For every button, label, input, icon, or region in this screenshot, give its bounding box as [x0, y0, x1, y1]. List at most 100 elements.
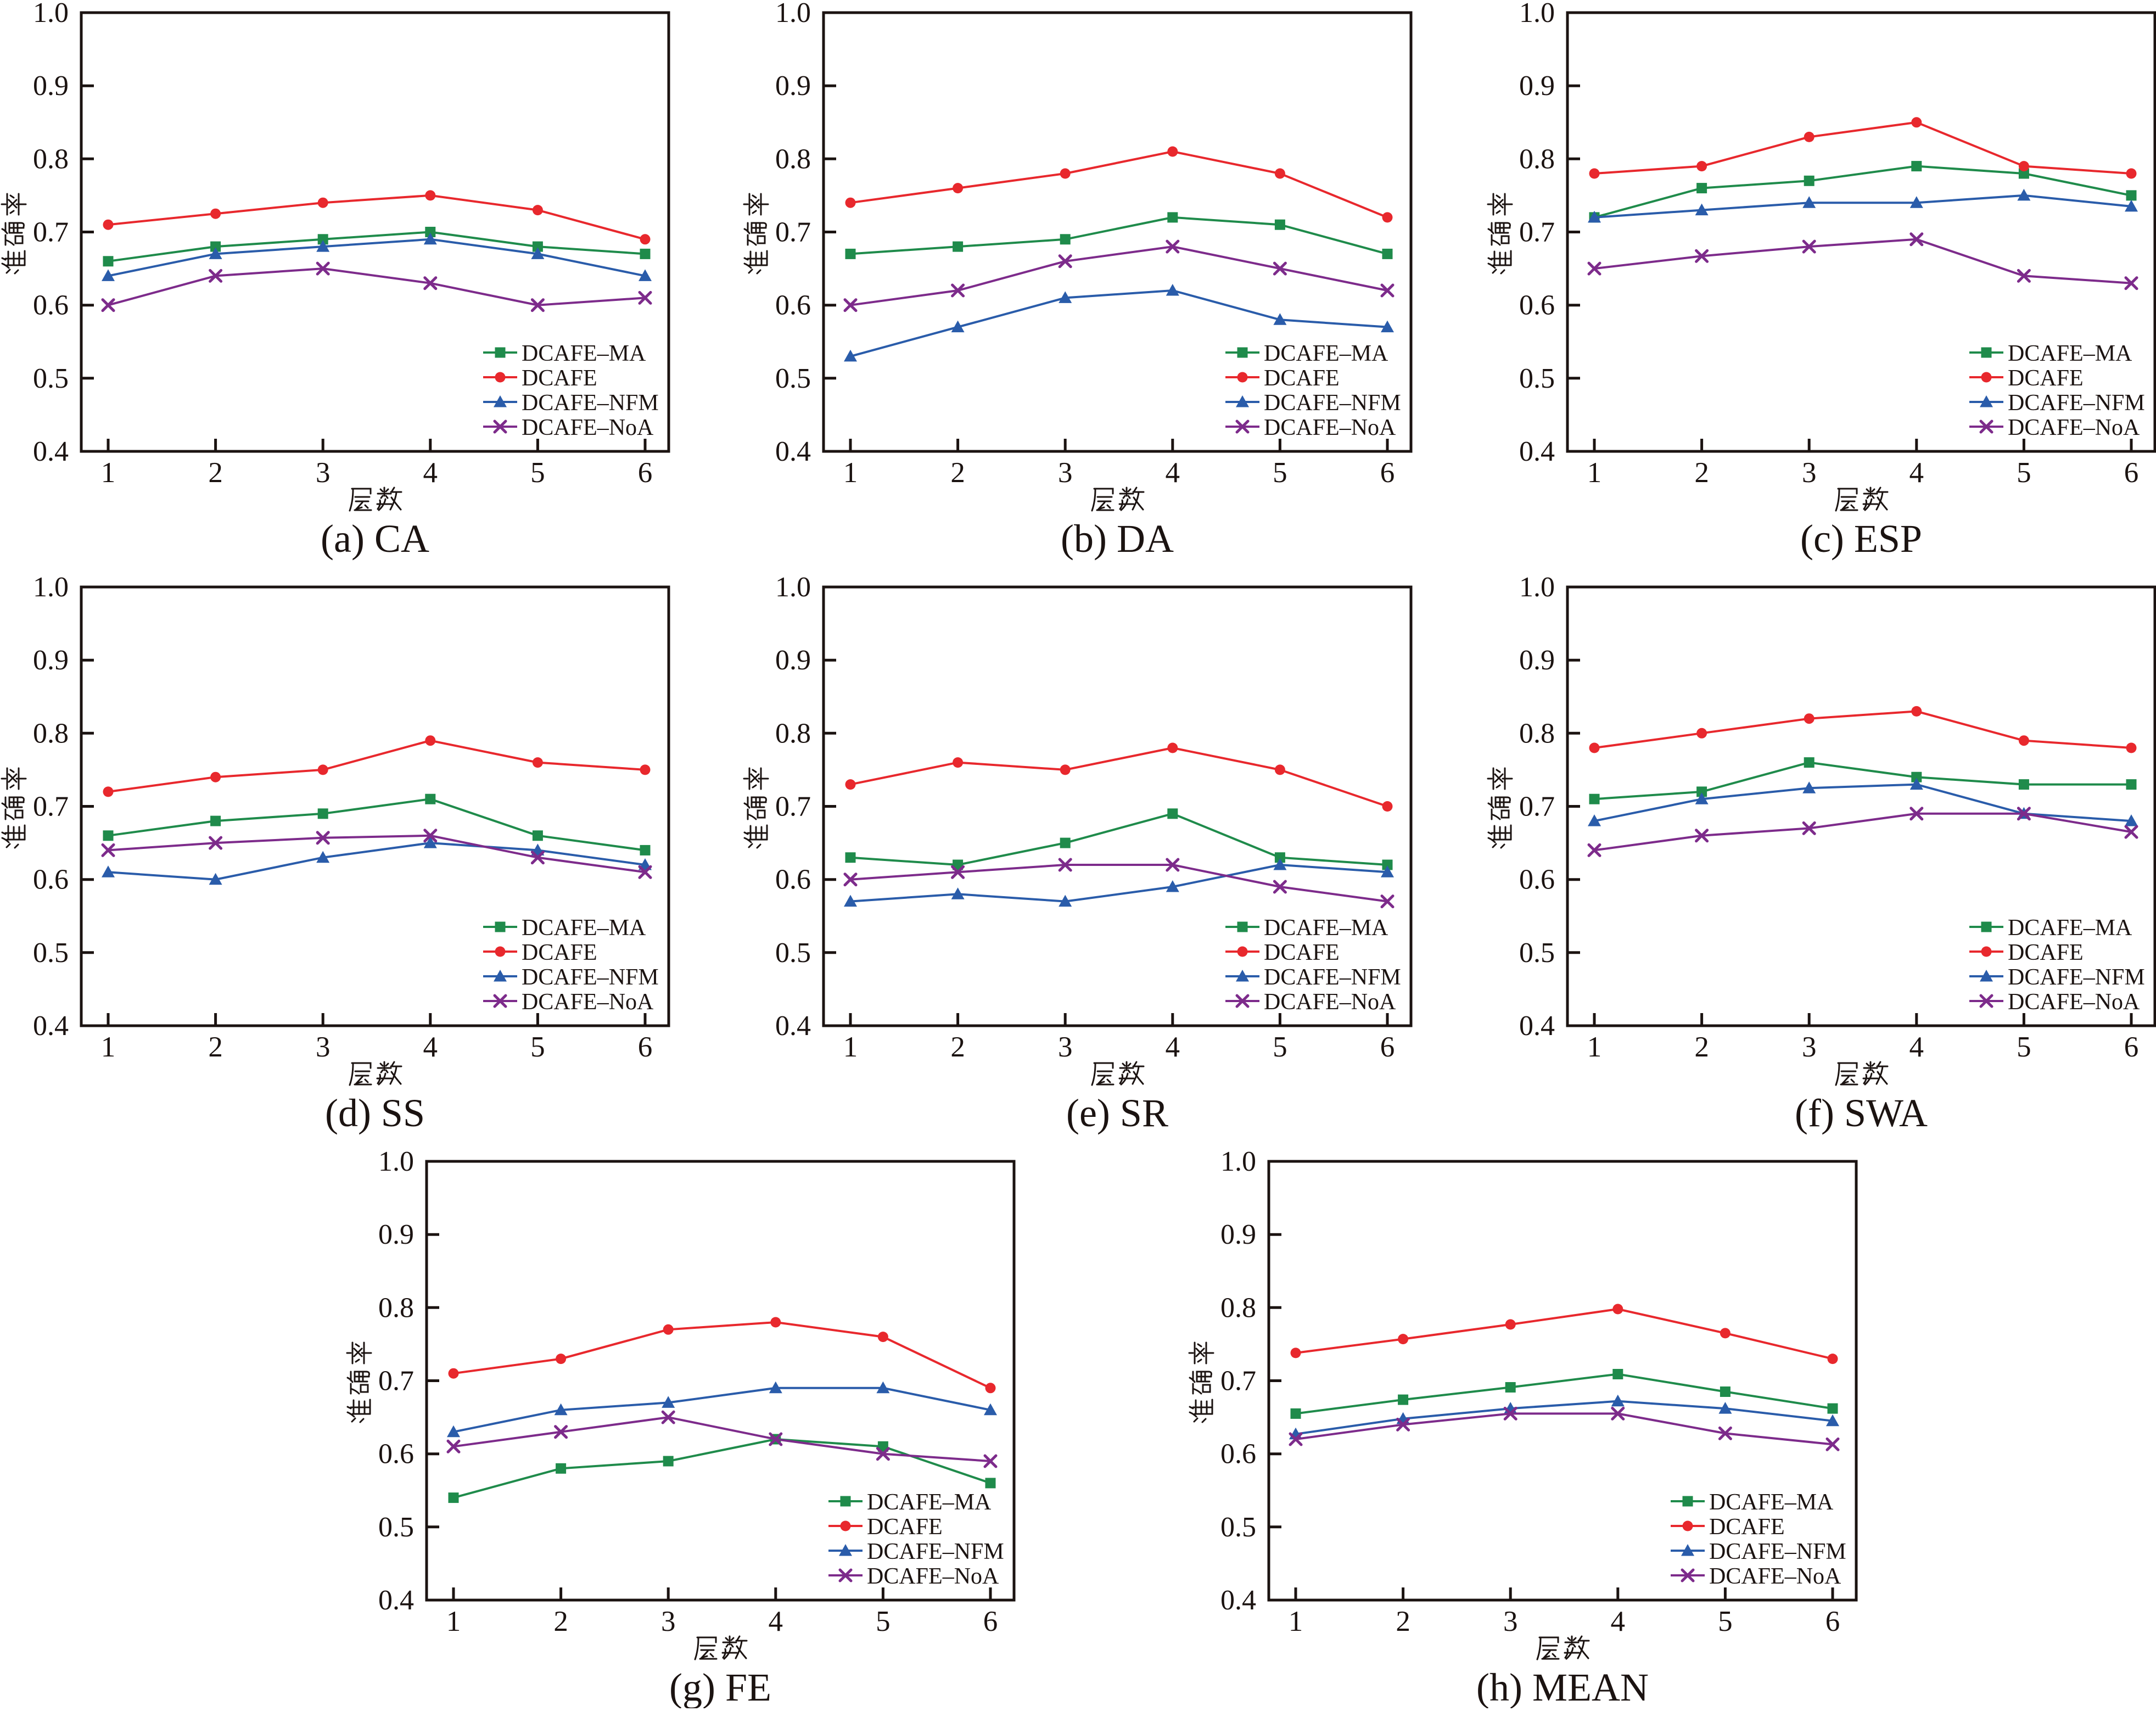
svg-text:4: 4: [1909, 1031, 1924, 1063]
svg-text:DCAFE–MA: DCAFE–MA: [867, 1490, 992, 1515]
svg-text:DCAFE–MA: DCAFE–MA: [2008, 915, 2132, 941]
svg-text:1.0: 1.0: [1519, 572, 1555, 603]
svg-text:(f) SWA: (f) SWA: [1795, 1091, 1928, 1135]
svg-text:1.0: 1.0: [378, 1146, 414, 1177]
svg-text:3: 3: [1802, 457, 1817, 489]
svg-text:0.8: 0.8: [775, 143, 811, 175]
svg-text:2: 2: [208, 1031, 223, 1063]
svg-text:1.0: 1.0: [1519, 0, 1555, 29]
svg-text:DCAFE: DCAFE: [867, 1514, 943, 1540]
svg-text:DCAFE–NoA: DCAFE–NoA: [1709, 1564, 1841, 1589]
svg-text:DCAFE–MA: DCAFE–MA: [1264, 915, 1388, 941]
svg-text:0.8: 0.8: [1519, 143, 1555, 175]
svg-text:(a) CA: (a) CA: [321, 517, 429, 561]
svg-text:1: 1: [1587, 457, 1602, 489]
svg-text:0.5: 0.5: [33, 363, 69, 394]
svg-text:0.4: 0.4: [1519, 1010, 1555, 1042]
svg-text:0.5: 0.5: [775, 363, 811, 394]
svg-text:3: 3: [1058, 457, 1073, 489]
svg-text:1.0: 1.0: [33, 572, 69, 603]
svg-text:DCAFE–NFM: DCAFE–NFM: [867, 1539, 1004, 1564]
svg-text:2: 2: [1694, 1031, 1709, 1063]
svg-text:0.7: 0.7: [1220, 1366, 1256, 1397]
svg-text:1: 1: [843, 1031, 858, 1063]
svg-text:DCAFE: DCAFE: [1264, 366, 1340, 391]
svg-text:0.9: 0.9: [33, 70, 69, 102]
svg-text:0.6: 0.6: [33, 864, 69, 896]
svg-text:4: 4: [423, 1031, 438, 1063]
svg-text:0.4: 0.4: [33, 1010, 69, 1042]
svg-text:6: 6: [638, 457, 653, 489]
svg-text:2: 2: [950, 457, 965, 489]
svg-text:DCAFE–NoA: DCAFE–NoA: [1264, 989, 1396, 1015]
svg-text:0.4: 0.4: [775, 1010, 811, 1042]
svg-text:5: 5: [1273, 1031, 1287, 1063]
svg-text:DCAFE–NoA: DCAFE–NoA: [522, 415, 654, 440]
svg-text:1: 1: [101, 457, 116, 489]
svg-text:0.7: 0.7: [1519, 791, 1555, 823]
svg-text:DCAFE–MA: DCAFE–MA: [1264, 341, 1388, 366]
svg-text:1.0: 1.0: [33, 0, 69, 29]
svg-text:DCAFE: DCAFE: [522, 940, 597, 965]
svg-text:1: 1: [1587, 1031, 1602, 1063]
svg-text:1.0: 1.0: [775, 572, 811, 603]
svg-text:0.8: 0.8: [33, 143, 69, 175]
svg-text:2: 2: [950, 1031, 965, 1063]
svg-text:0.9: 0.9: [775, 645, 811, 676]
svg-text:0.4: 0.4: [775, 436, 811, 467]
svg-text:0.6: 0.6: [775, 290, 811, 321]
svg-text:0.5: 0.5: [1220, 1512, 1256, 1543]
svg-text:4: 4: [1611, 1606, 1626, 1637]
svg-text:0.8: 0.8: [33, 718, 69, 749]
svg-text:0.9: 0.9: [1220, 1219, 1256, 1250]
svg-text:0.4: 0.4: [33, 436, 69, 467]
svg-text:0.8: 0.8: [1519, 718, 1555, 749]
svg-text:0.6: 0.6: [1519, 864, 1555, 896]
svg-text:(e) SR: (e) SR: [1066, 1091, 1168, 1135]
svg-text:0.9: 0.9: [33, 645, 69, 676]
svg-text:0.6: 0.6: [775, 864, 811, 896]
svg-text:0.9: 0.9: [1519, 645, 1555, 676]
svg-text:1.0: 1.0: [775, 0, 811, 29]
svg-text:0.9: 0.9: [775, 70, 811, 102]
svg-text:6: 6: [2124, 457, 2139, 489]
svg-text:DCAFE–NoA: DCAFE–NoA: [2008, 989, 2140, 1015]
svg-text:6: 6: [2124, 1031, 2139, 1063]
svg-text:0.6: 0.6: [1220, 1439, 1256, 1470]
svg-text:(h) MEAN: (h) MEAN: [1476, 1665, 1649, 1708]
svg-text:1: 1: [446, 1606, 461, 1637]
svg-text:0.6: 0.6: [1519, 290, 1555, 321]
svg-text:0.8: 0.8: [1220, 1292, 1256, 1323]
svg-text:5: 5: [1273, 457, 1287, 489]
svg-text:4: 4: [1166, 1031, 1180, 1063]
svg-text:6: 6: [1380, 457, 1395, 489]
svg-text:DCAFE–NFM: DCAFE–NFM: [522, 965, 659, 990]
svg-text:DCAFE–NFM: DCAFE–NFM: [522, 390, 659, 416]
svg-text:3: 3: [316, 457, 331, 489]
svg-text:4: 4: [423, 457, 438, 489]
svg-text:0.4: 0.4: [1519, 436, 1555, 467]
svg-text:1: 1: [1289, 1606, 1303, 1637]
svg-text:0.9: 0.9: [378, 1219, 414, 1250]
svg-text:DCAFE–NFM: DCAFE–NFM: [1709, 1539, 1846, 1564]
svg-text:3: 3: [1058, 1031, 1073, 1063]
svg-text:0.4: 0.4: [1220, 1585, 1256, 1616]
svg-text:(d) SS: (d) SS: [325, 1091, 425, 1135]
svg-text:DCAFE–NoA: DCAFE–NoA: [522, 989, 654, 1015]
svg-text:2: 2: [553, 1606, 568, 1637]
svg-text:5: 5: [2017, 457, 2031, 489]
svg-text:5: 5: [1718, 1606, 1733, 1637]
svg-text:0.9: 0.9: [1519, 70, 1555, 102]
svg-text:4: 4: [1166, 457, 1180, 489]
svg-text:0.8: 0.8: [775, 718, 811, 749]
svg-text:0.5: 0.5: [1519, 937, 1555, 969]
svg-text:(g) FE: (g) FE: [669, 1665, 771, 1708]
svg-text:0.5: 0.5: [378, 1512, 414, 1543]
svg-text:0.6: 0.6: [378, 1439, 414, 1470]
svg-text:2: 2: [1694, 457, 1709, 489]
svg-text:0.7: 0.7: [775, 217, 811, 248]
svg-text:5: 5: [876, 1606, 891, 1637]
svg-text:2: 2: [1396, 1606, 1410, 1637]
svg-text:DCAFE–NFM: DCAFE–NFM: [1264, 965, 1401, 990]
svg-text:6: 6: [1825, 1606, 1840, 1637]
